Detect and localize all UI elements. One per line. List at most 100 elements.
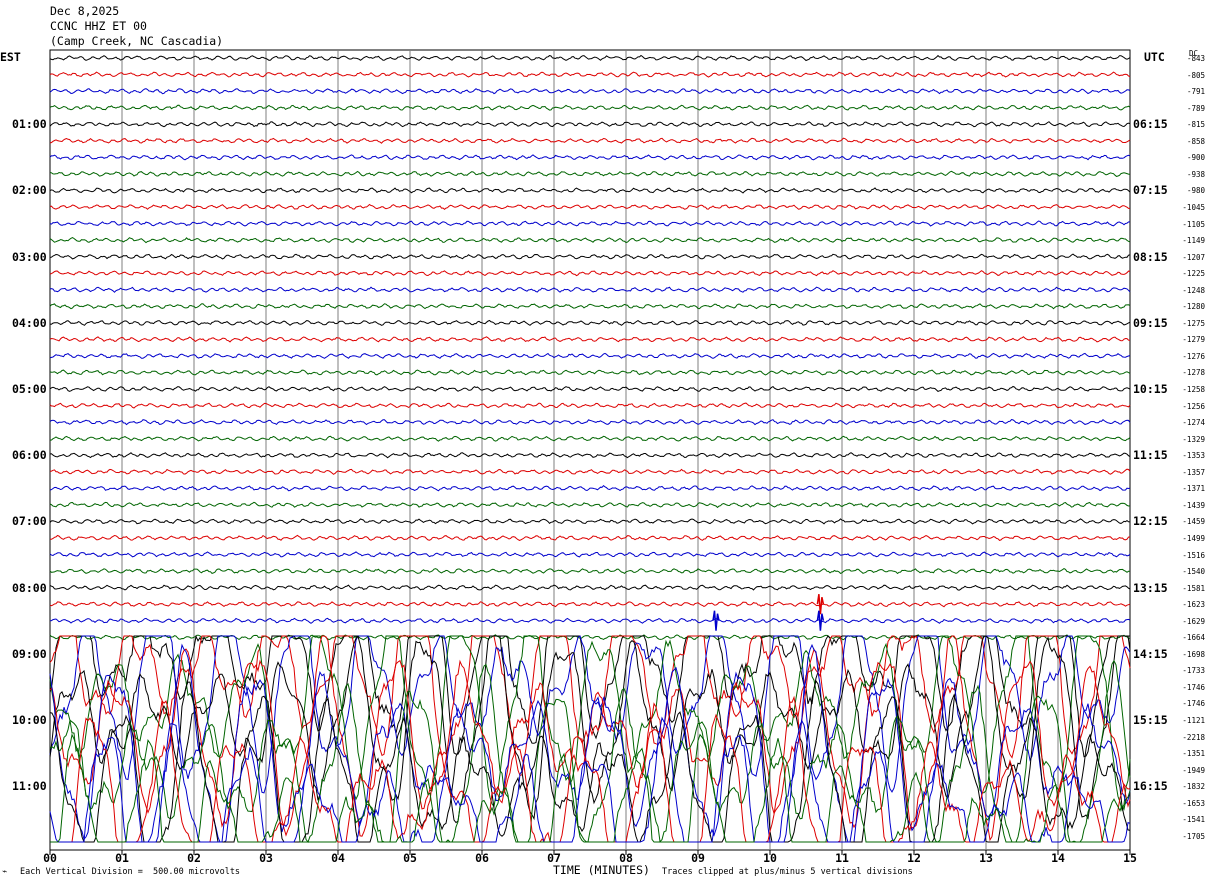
header-location: (Camp Creek, NC Cascadia) [50,34,224,48]
seismic-trace [49,635,1131,812]
x-tick-label: 03 [259,851,273,865]
dc-offset-label: -1105 [1182,219,1205,229]
est-hour-label: 03:00 [12,249,47,264]
seismic-trace [49,551,1131,558]
utc-hour-label: 09:15 [1133,315,1168,330]
scale-icon: ⌁ [2,867,8,877]
x-tick-label: 08 [619,851,633,865]
dc-offset-label: -1541 [1182,815,1205,825]
x-tick-label: 02 [187,851,201,865]
seismic-trace [49,402,1131,409]
seismic-trace [49,518,1131,525]
scale-note: Each Vertical Division = 500.00 microvol… [20,867,241,877]
utc-hour-label: 07:15 [1133,183,1168,198]
est-hour-label: 01:00 [12,117,47,132]
dc-offset-label: -900 [1186,153,1205,163]
seismic-trace [49,88,1131,95]
dc-offset-label: -805 [1186,70,1205,80]
seismic-trace [49,154,1131,161]
dc-offset-label: -1949 [1182,765,1205,775]
seismic-trace [49,203,1130,211]
dc-offset-label: -1275 [1182,318,1205,328]
seismic-trace [49,617,1131,624]
dc-offset-label: -1371 [1182,484,1205,494]
x-tick-label: 15 [1123,851,1137,865]
dc-offset-label: -1516 [1182,550,1205,560]
seismic-trace [49,253,1131,260]
x-tick-label: 01 [115,851,129,865]
seismic-trace [49,468,1131,475]
dc-offset-label: -1459 [1182,517,1205,527]
utc-hour-label: 15:15 [1133,713,1168,727]
utc-hour-label: 06:15 [1133,117,1168,132]
dc-offset-label: -1207 [1182,252,1205,262]
seismic-trace [49,634,1130,758]
seismic-trace [49,303,1131,310]
dc-offset-label: -1653 [1182,798,1205,808]
seismic-trace [49,635,1131,777]
dc-offset-label: -1225 [1182,269,1205,279]
header-date: Dec 8,2025 [50,4,120,18]
seismic-trace [49,659,1131,844]
dc-offset-label: -1698 [1182,649,1205,659]
x-tick-label: 04 [331,851,345,865]
dc-offset-label: -858 [1186,136,1205,146]
est-hour-label: 06:00 [12,448,47,463]
est-hour-label: 09:00 [12,646,47,661]
dc-offset-label: -1274 [1182,418,1205,428]
seismic-trace [49,270,1131,277]
dc-offset-label: -1540 [1182,567,1205,577]
dc-offset-label: -1279 [1182,335,1205,345]
seismic-trace [50,695,1131,843]
x-tick-label: 14 [1051,851,1065,865]
dc-offset-label: -1258 [1182,385,1205,394]
dc-offset-label: -1746 [1182,682,1205,692]
seismic-trace [49,187,1131,194]
dc-offset-label: -1353 [1182,451,1205,461]
seismic-trace [49,501,1131,509]
seismic-trace [49,336,1131,343]
dc-offset-label: -1357 [1182,467,1205,477]
utc-hour-label: 16:15 [1133,779,1168,794]
x-tick-label: 05 [403,851,417,865]
x-axis-label: TIME (MINUTES) [553,863,650,877]
seismic-trace [49,137,1131,144]
dc-offset-label: -1439 [1182,500,1205,510]
utc-hour-label: 14:15 [1133,646,1168,661]
x-tick-label: 11 [835,851,849,865]
seismic-trace [49,220,1131,227]
est-axis-title: EST [0,50,21,64]
est-hour-label: 08:00 [12,580,47,595]
seismic-trace [49,419,1131,426]
utc-axis-title: UTC [1144,50,1165,64]
dc-offset-label: -980 [1186,186,1205,196]
utc-hour-label: 12:15 [1133,514,1168,529]
seismic-trace [49,121,1131,128]
utc-hour-label: 10:15 [1133,382,1168,396]
dc-offset-label: -1278 [1182,368,1205,378]
dc-offset-label: -1733 [1182,666,1205,676]
dc-offset-label: -791 [1186,87,1205,97]
est-hour-label: 10:00 [12,713,47,727]
dc-offset-label: -1045 [1182,202,1205,212]
seismic-trace [49,643,1131,843]
event-spike [712,610,720,631]
dc-offset-label: -1629 [1182,616,1205,626]
x-tick-label: 00 [43,851,57,865]
x-tick-label: 12 [907,851,921,865]
est-hour-label: 07:00 [12,514,47,529]
seismic-trace [49,385,1131,392]
dc-offset-label: -789 [1186,103,1205,113]
seismic-trace [49,170,1131,177]
x-tick-label: 06 [475,851,489,865]
utc-hour-label: 13:15 [1133,580,1168,595]
dc-offset-label: -1280 [1182,302,1205,312]
dc-offset-label: -1705 [1182,831,1205,841]
dc-offset-label: -1256 [1182,401,1205,411]
seismic-trace [49,568,1130,575]
dc-offset-label: -1248 [1182,285,1205,295]
dc-offset-label: -1623 [1182,600,1205,610]
seismic-trace [49,237,1131,244]
dc-offset-label: -815 [1186,120,1205,130]
